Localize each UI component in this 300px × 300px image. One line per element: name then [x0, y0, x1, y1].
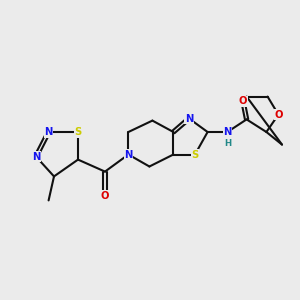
Text: O: O [274, 110, 283, 120]
Text: S: S [74, 127, 82, 137]
Text: N: N [185, 113, 193, 124]
Text: O: O [239, 96, 247, 106]
Text: H: H [224, 139, 232, 148]
Text: N: N [124, 149, 133, 160]
Text: S: S [191, 149, 199, 160]
Text: N: N [44, 127, 53, 137]
Text: O: O [101, 190, 109, 201]
Text: N: N [223, 127, 232, 137]
Text: N: N [32, 152, 40, 162]
